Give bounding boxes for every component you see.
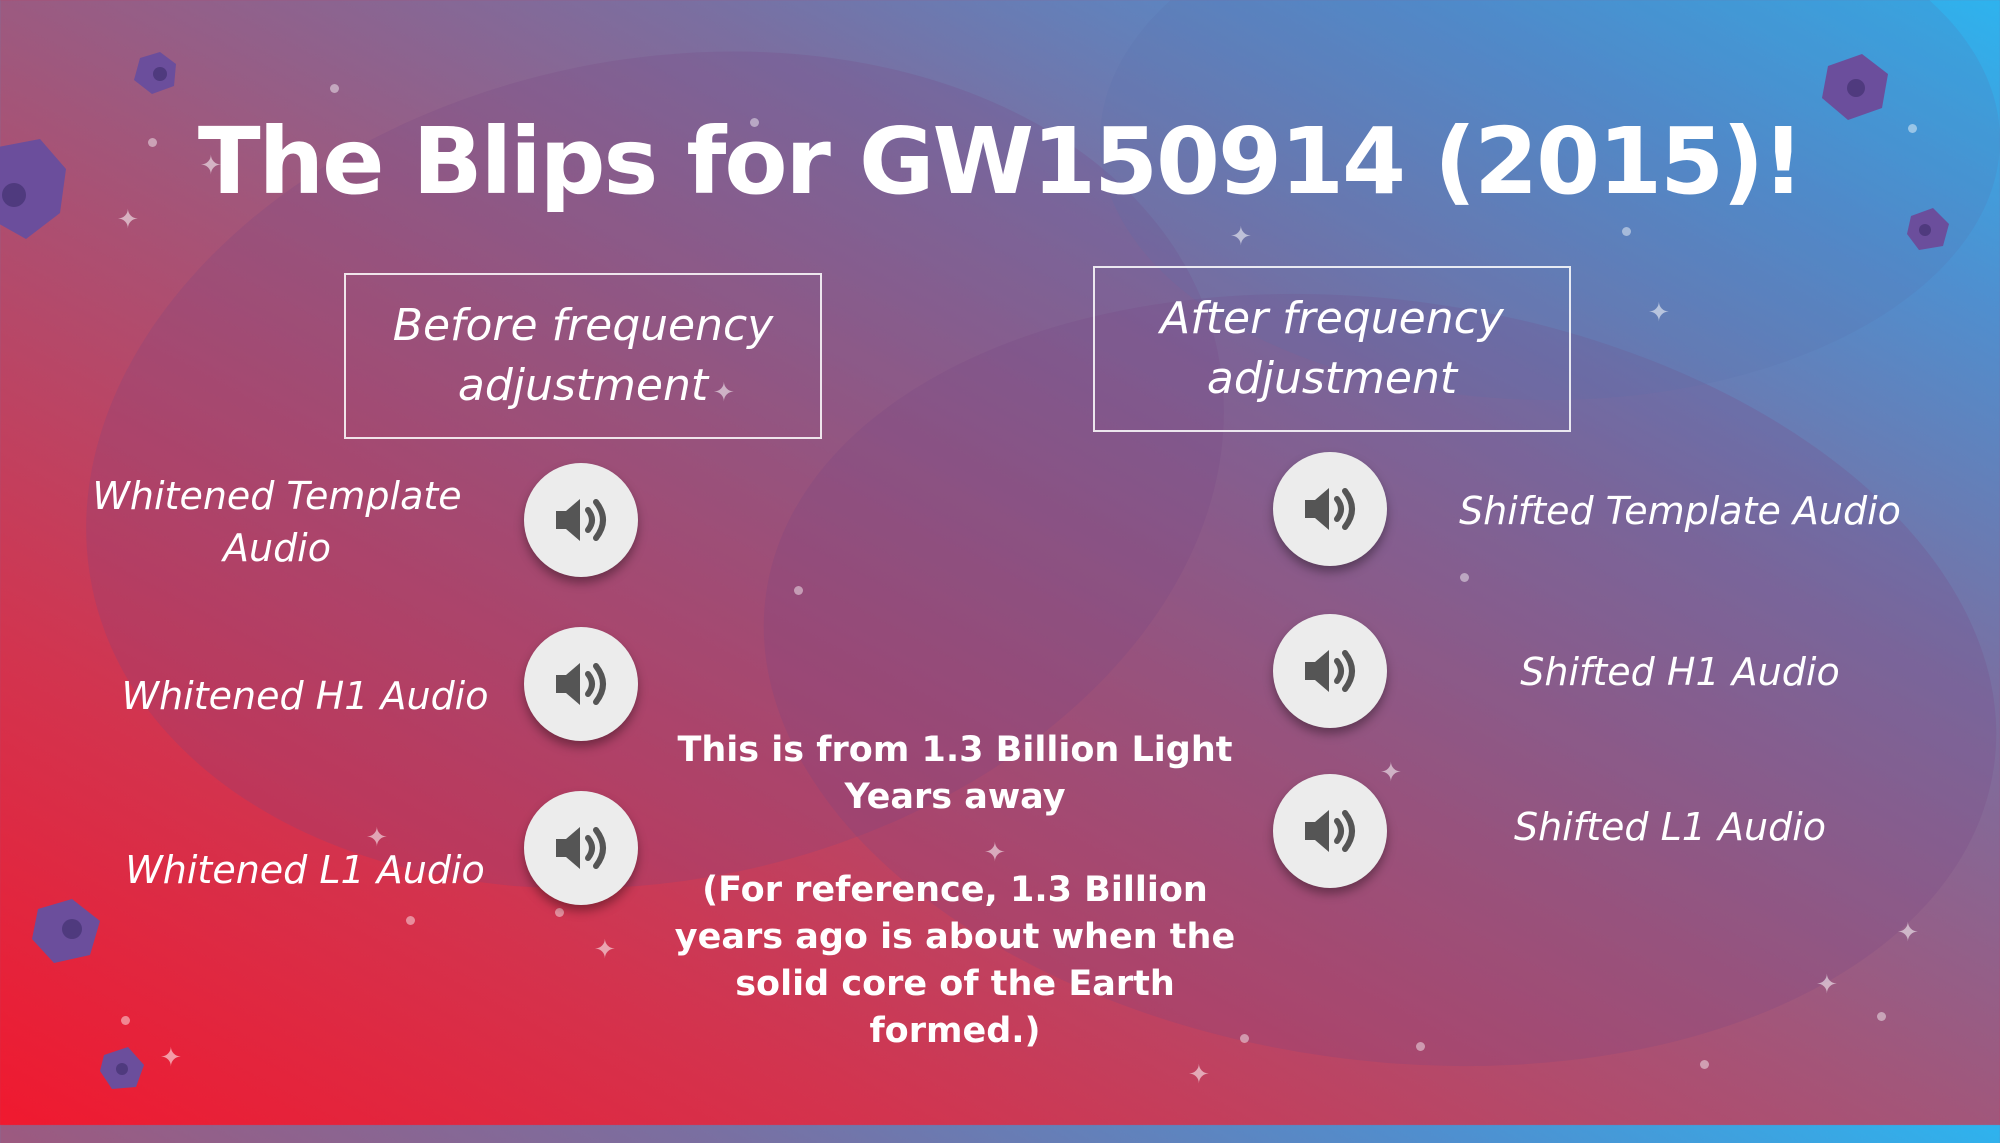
background-dot: [794, 586, 803, 595]
shifted-template-label: Shifted Template Audio: [1459, 489, 1901, 533]
background-dot: [121, 1016, 130, 1025]
sparkle-icon: ✦: [984, 838, 1006, 868]
distance-note: This is from 1.3 Billion Light Years awa…: [677, 730, 1233, 817]
shifted-h1-label: Shifted H1 Audio: [1520, 650, 1840, 694]
before-header-box: Before frequency adjustment: [344, 273, 822, 439]
asteroid-icon: [32, 899, 100, 963]
background-dot: [1416, 1042, 1425, 1051]
asteroid-icon: [1907, 208, 1949, 250]
asteroid-icon: [134, 52, 176, 94]
background-dot: [1908, 124, 1917, 133]
sparkle-icon: ✦: [1897, 918, 1919, 948]
whitened-l1-audio-button[interactable]: [524, 791, 638, 905]
whitened-template-label: Whitened Template Audio: [92, 474, 462, 570]
shifted-h1-audio-button[interactable]: [1273, 614, 1387, 728]
sparkle-icon: ✦: [1816, 970, 1838, 1000]
speaker-icon: [1305, 810, 1355, 852]
sparkle-icon: ✦: [713, 378, 735, 408]
sparkle-icon: ✦: [200, 151, 222, 181]
background-dot: [1700, 1060, 1709, 1069]
speaker-icon: [556, 499, 606, 541]
background-dot: [1240, 1034, 1249, 1043]
sparkle-icon: ✦: [160, 1043, 182, 1073]
sparkle-icon: ✦: [1380, 758, 1402, 788]
after-header-label: After frequency adjustment: [1160, 293, 1504, 404]
sparkle-icon: ✦: [1648, 298, 1670, 328]
speaker-icon: [1305, 650, 1355, 692]
shifted-l1-label: Shifted L1 Audio: [1513, 805, 1827, 849]
speaker-icon: [1305, 488, 1355, 530]
speaker-icon: [556, 827, 606, 869]
background-dot: [330, 84, 339, 93]
background-dot: [750, 118, 759, 127]
background-dot: [555, 908, 564, 917]
whitened-h1-audio-button[interactable]: [524, 627, 638, 741]
asteroid-icon: [0, 139, 66, 239]
after-header-box: After frequency adjustment: [1093, 266, 1571, 432]
before-header-label: Before frequency adjustment: [392, 300, 774, 411]
background-dot: [1622, 227, 1631, 236]
whitened-l1-label: Whitened L1 Audio: [125, 848, 485, 892]
slide-title: The Blips for GW150914 (2015)!: [197, 108, 1804, 215]
shifted-template-audio-button[interactable]: [1273, 452, 1387, 566]
speaker-icon: [556, 663, 606, 705]
sparkle-icon: ✦: [1230, 222, 1252, 252]
sparkle-icon: ✦: [1188, 1060, 1210, 1090]
background-dot: [148, 138, 157, 147]
sparkle-icon: ✦: [117, 205, 139, 235]
background-dot: [1877, 1012, 1886, 1021]
asteroid-icon: [1822, 54, 1888, 120]
sparkle-icon: ✦: [366, 823, 388, 853]
reference-note: (For reference, 1.3 Billion years ago is…: [674, 870, 1236, 1051]
shifted-l1-audio-button[interactable]: [1273, 774, 1387, 888]
whitened-h1-label: Whitened H1 Audio: [121, 674, 489, 718]
background-dot: [406, 916, 415, 925]
asteroid-icon: [100, 1047, 144, 1089]
background-dot: [1460, 573, 1469, 582]
whitened-template-audio-button[interactable]: [524, 463, 638, 577]
sparkle-icon: ✦: [594, 935, 616, 965]
